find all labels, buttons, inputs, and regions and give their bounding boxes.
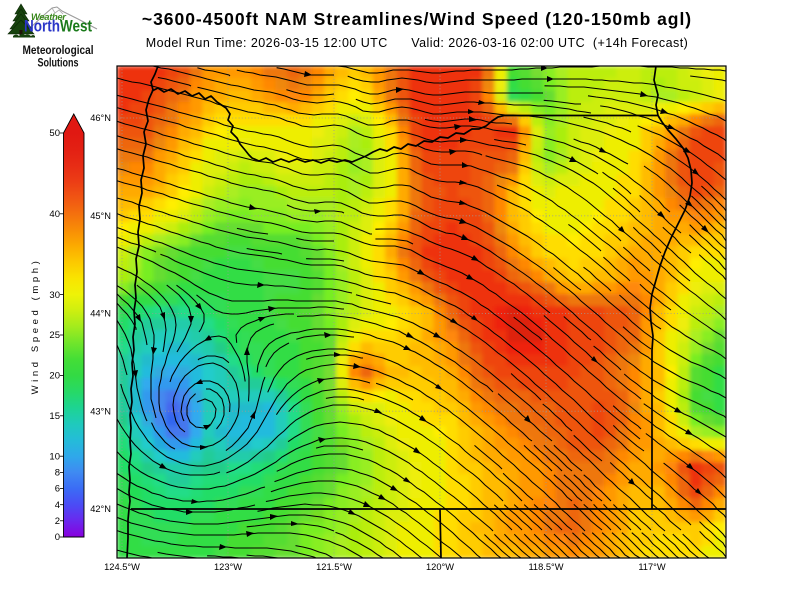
svg-text:45°N: 45°N xyxy=(90,211,111,221)
svg-text:Solutions: Solutions xyxy=(38,56,79,70)
svg-text:117°W: 117°W xyxy=(638,562,666,572)
svg-text:6: 6 xyxy=(55,484,60,495)
svg-text:118.5°W: 118.5°W xyxy=(528,562,563,572)
svg-text:15: 15 xyxy=(49,411,60,422)
svg-text:124.5°W: 124.5°W xyxy=(104,562,140,572)
svg-text:50: 50 xyxy=(49,128,60,139)
svg-text:30: 30 xyxy=(49,290,60,301)
svg-text:120°W: 120°W xyxy=(426,562,454,572)
svg-text:46°N: 46°N xyxy=(90,113,111,123)
svg-text:8: 8 xyxy=(55,468,60,479)
svg-text:Meteorological: Meteorological xyxy=(23,43,94,57)
svg-text:123°W: 123°W xyxy=(214,562,242,572)
svg-text:2: 2 xyxy=(55,516,60,527)
svg-text:0: 0 xyxy=(55,532,60,543)
svg-text:121.5°W: 121.5°W xyxy=(316,562,352,572)
svg-text:Weather: Weather xyxy=(31,12,67,23)
svg-text:10: 10 xyxy=(49,451,60,462)
svg-text:4: 4 xyxy=(55,500,60,511)
svg-text:42°N: 42°N xyxy=(90,504,111,514)
svg-text:44°N: 44°N xyxy=(90,309,111,319)
svg-text:Wind Speed (mph): Wind Speed (mph) xyxy=(30,258,41,395)
svg-text:NorthWest: NorthWest xyxy=(24,18,92,36)
svg-text:20: 20 xyxy=(49,371,60,382)
svg-text:25: 25 xyxy=(49,330,60,341)
svg-text:40: 40 xyxy=(49,209,60,220)
svg-text:43°N: 43°N xyxy=(90,406,111,416)
